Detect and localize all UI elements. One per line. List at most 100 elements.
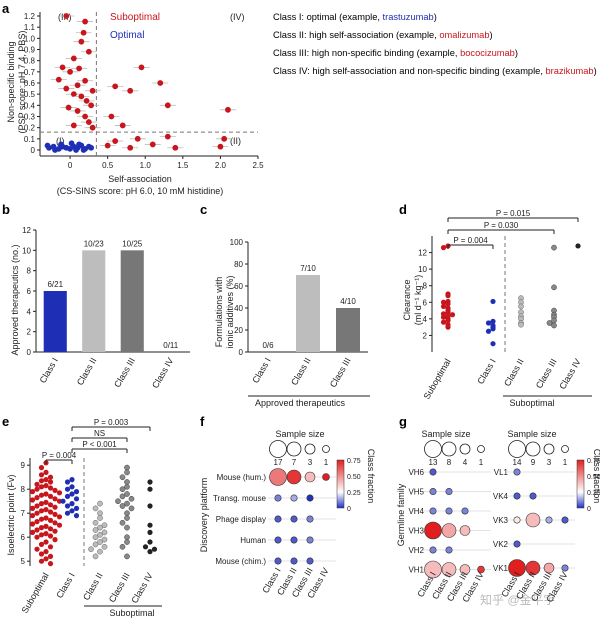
a-ytick-label: 0.6 — [24, 79, 36, 88]
class-legend-line-4: Class IV: high self-association and non-… — [273, 66, 597, 76]
f-size-key — [304, 443, 316, 455]
e-point — [38, 551, 45, 557]
e-point — [43, 491, 49, 497]
g-title-heavy: Sample size — [421, 429, 470, 439]
e-point — [38, 525, 45, 531]
f-size-key — [286, 441, 302, 457]
b-ytick-label: 0 — [27, 348, 32, 357]
a-point-suboptimal — [83, 97, 90, 104]
f-colorbar-tick: 0.25 — [347, 490, 361, 497]
e-ylabel: Isoelectric point (Fv) — [6, 474, 16, 555]
d-ylabel: Clearance — [402, 279, 412, 320]
a-point-suboptimal — [127, 144, 134, 151]
c-xtick-label: Class II — [289, 356, 313, 387]
b-xtick-label: Class IV — [150, 356, 175, 390]
d-pval: P = 0.004 — [453, 236, 488, 245]
f-bubble — [306, 515, 314, 523]
e-point — [64, 479, 71, 485]
g-colorbar-tick: 0.50 — [587, 474, 600, 481]
e-point — [119, 503, 126, 509]
a-ytick-label: 0.1 — [24, 135, 36, 144]
g-colorbar-label: Class fraction — [592, 449, 600, 504]
g-light-bubble — [525, 512, 541, 528]
d-point — [440, 299, 447, 305]
d-ytick-label: 4 — [423, 315, 428, 324]
a-ytick-label: 1.1 — [24, 23, 36, 32]
g-light-bubble — [529, 492, 537, 500]
a-quadrant-IV: (IV) — [230, 12, 245, 22]
e-point — [124, 524, 130, 531]
class-legend-line-3: Class III: high non-specific binding (ex… — [273, 48, 518, 58]
g-light-row-label: VK1 — [493, 564, 509, 573]
d-point — [546, 320, 553, 326]
e-point — [43, 515, 49, 521]
g-heavy-bubble — [445, 546, 453, 554]
e-point — [47, 474, 54, 480]
e-point — [43, 507, 49, 513]
a-point-suboptimal — [59, 64, 66, 71]
e-point — [43, 549, 49, 555]
g-colorbar — [576, 459, 585, 509]
e-point — [38, 558, 45, 564]
g-light-bubble — [543, 562, 555, 574]
g-colorbar-tick: 0.75 — [587, 458, 600, 465]
d-point — [490, 326, 496, 332]
e-point — [34, 527, 40, 533]
a-xlabel2: (CS-SINS score: pH 6.0, 10 mM histidine) — [57, 186, 224, 196]
g-light-size-key — [561, 445, 569, 453]
g-heavy-bubble — [441, 562, 457, 577]
panel-label-d: d — [399, 202, 407, 217]
class-legend-line-1: Class I: optimal (example, trastuzumab) — [273, 12, 437, 22]
a-xtick-label: 0.5 — [102, 161, 114, 170]
a-point-optimal — [68, 140, 75, 147]
g-heavy-row-label: VH6 — [408, 468, 424, 477]
e-point — [64, 486, 71, 492]
d-xtick-label: Class I — [475, 357, 497, 386]
e-point — [92, 534, 99, 541]
f-colorbar-tick: 0.75 — [347, 458, 361, 465]
c-bar-label: 0/6 — [262, 341, 274, 350]
e-ytick-label: 8 — [21, 485, 26, 494]
a-point-suboptimal — [112, 138, 119, 144]
e-point — [124, 500, 130, 507]
a-point-suboptimal — [225, 106, 231, 113]
g-light-size-label: 1 — [563, 458, 568, 467]
e-point — [128, 495, 135, 502]
e-point — [69, 484, 75, 490]
e-point — [115, 498, 121, 505]
e-point — [119, 519, 126, 526]
panel-label-a: a — [2, 1, 10, 16]
e-point — [64, 503, 71, 509]
e-point — [29, 513, 36, 519]
d-point — [440, 303, 447, 310]
g-light-size-label: 9 — [531, 458, 536, 467]
d-point — [440, 319, 447, 325]
b-ylabel: Approved therapeutics (no.) — [10, 244, 20, 355]
g-light-bubble — [513, 516, 521, 524]
g-heavy-bubble — [424, 560, 442, 579]
a-quadrant-I: (I) — [56, 136, 65, 146]
d-ytick-label: 12 — [418, 249, 427, 258]
g-colorbar-tick: 0.25 — [587, 490, 600, 497]
f-bubble — [269, 468, 287, 486]
e-point — [38, 484, 45, 490]
c-ytick-label: 40 — [234, 304, 243, 313]
e-point — [151, 546, 158, 552]
d-point — [518, 303, 524, 310]
a-legend-optimal: Optimal — [110, 30, 144, 41]
f-bubble — [274, 515, 282, 523]
e-point — [38, 516, 45, 522]
e-ytick-label: 7 — [21, 509, 26, 518]
g-light-bubble — [513, 492, 521, 500]
a-point-suboptimal — [63, 85, 70, 92]
e-point — [69, 501, 75, 507]
a-point-suboptimal — [164, 102, 171, 109]
a-point-optimal — [88, 144, 95, 151]
a-point-suboptimal — [164, 133, 171, 140]
a-point-suboptimal — [78, 93, 85, 100]
b-xtick-label: Class III — [112, 356, 137, 389]
e-point — [34, 503, 40, 509]
d-ytick-label: 2 — [423, 331, 428, 340]
f-bubble — [274, 557, 282, 565]
e-point — [73, 505, 80, 511]
